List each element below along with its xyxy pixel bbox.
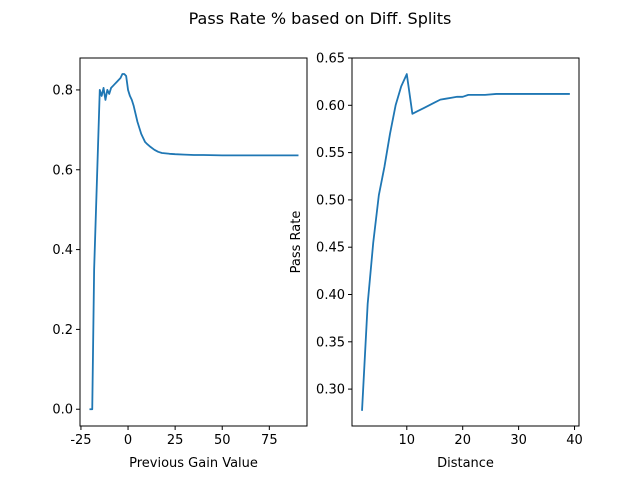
right-y-tick-label: 0.50 (316, 193, 345, 208)
right-y-tick-label: 0.35 (316, 335, 345, 350)
left-x-tick-label: 50 (214, 433, 231, 448)
right-y-tick-label: 0.60 (316, 99, 345, 114)
right-plot-frame (351, 57, 580, 427)
left-chart-panel: -25 0 25 50 75 0.0 0.2 0.4 0.6 0.8 Previous Gain V… (52, 57, 308, 471)
right-x-tick-label: 20 (454, 433, 471, 448)
right-series-line-0 (361, 73, 570, 411)
right-x-tick-label: 40 (566, 433, 583, 448)
right-x-axis-label: Distance (437, 456, 494, 471)
left-plot-frame (79, 57, 308, 427)
left-x-tick-label: -25 (70, 433, 91, 448)
left-y-tick-label: 0.8 (52, 83, 73, 98)
right-x-tick-label: 10 (399, 433, 416, 448)
figure-title: Pass Rate % based on Diff. Splits (189, 9, 452, 28)
right-chart-panel: 10 20 30 40 0.30 0.35 0.40 0.45 0.50 0.55 0.60 0.65… (289, 52, 583, 472)
left-x-axis-label: Previous Gain Value (129, 456, 258, 471)
left-x-tick-label: 0 (124, 433, 132, 448)
right-y-tick-label: 0.40 (316, 288, 345, 303)
right-y-tick-label: 0.30 (316, 383, 345, 398)
left-series-line-0 (89, 73, 299, 411)
right-y-axis-label: Pass Rate (289, 211, 304, 274)
left-y-tick-label: 0.6 (52, 163, 73, 178)
left-y-tick-label: 0.4 (52, 243, 73, 258)
right-y-tick-label: 0.65 (316, 52, 345, 67)
left-x-tick-label: 25 (167, 433, 184, 448)
left-y-tick-label: 0.0 (52, 403, 73, 418)
left-x-tick-label: 75 (261, 433, 278, 448)
right-y-tick-label: 0.55 (316, 146, 345, 161)
right-x-tick-label: 30 (510, 433, 527, 448)
right-y-tick-label: 0.45 (316, 241, 345, 256)
left-y-tick-label: 0.2 (52, 323, 73, 338)
